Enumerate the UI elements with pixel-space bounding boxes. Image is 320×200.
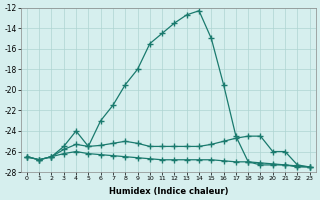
X-axis label: Humidex (Indice chaleur): Humidex (Indice chaleur)	[108, 187, 228, 196]
